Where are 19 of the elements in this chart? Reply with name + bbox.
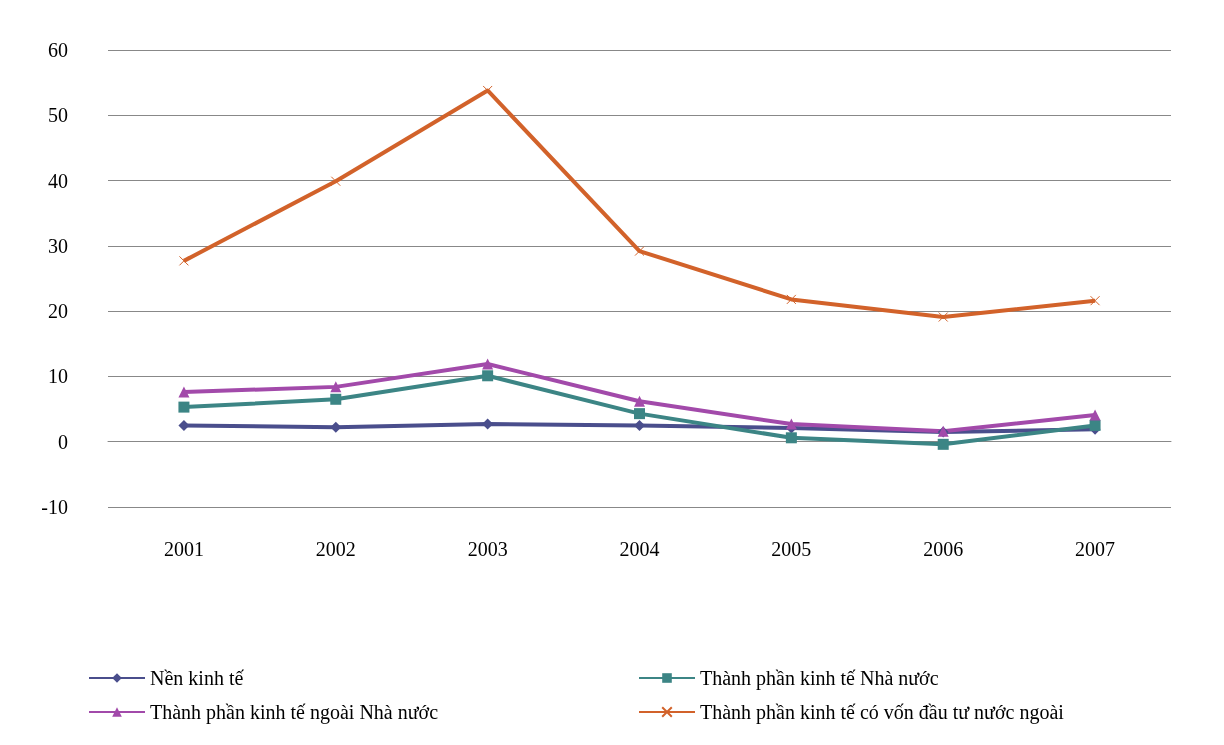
- y-tick-label: 20: [48, 300, 68, 323]
- legend-label: Thành phần kinh tế ngoài Nhà nước: [150, 701, 439, 724]
- x-tick-label: 2005: [771, 538, 812, 560]
- x-tick-label: 2001: [163, 538, 204, 560]
- x-tick-label: 2007: [1075, 538, 1116, 560]
- y-tick-label: -10: [41, 496, 68, 518]
- x-tick-label: 2003: [467, 538, 508, 560]
- y-tick-label: 10: [48, 365, 68, 388]
- x-tick-label: 2006: [923, 538, 964, 560]
- y-tick-label: 50: [48, 104, 68, 127]
- y-tick-label: 0: [58, 430, 68, 453]
- y-tick-label: 40: [48, 169, 68, 192]
- y-tick-label: 30: [48, 234, 68, 257]
- legend-label: Thành phần kinh tế có vốn đầu tư nước ngoài: [700, 701, 1065, 724]
- y-tick-label: 60: [48, 39, 68, 61]
- x-tick-label: 2004: [619, 538, 660, 560]
- legend-label: Nền kinh tế: [150, 667, 245, 689]
- x-tick-label: 2002: [315, 538, 356, 560]
- legend-label: Thành phần kinh tế Nhà nước: [700, 667, 939, 690]
